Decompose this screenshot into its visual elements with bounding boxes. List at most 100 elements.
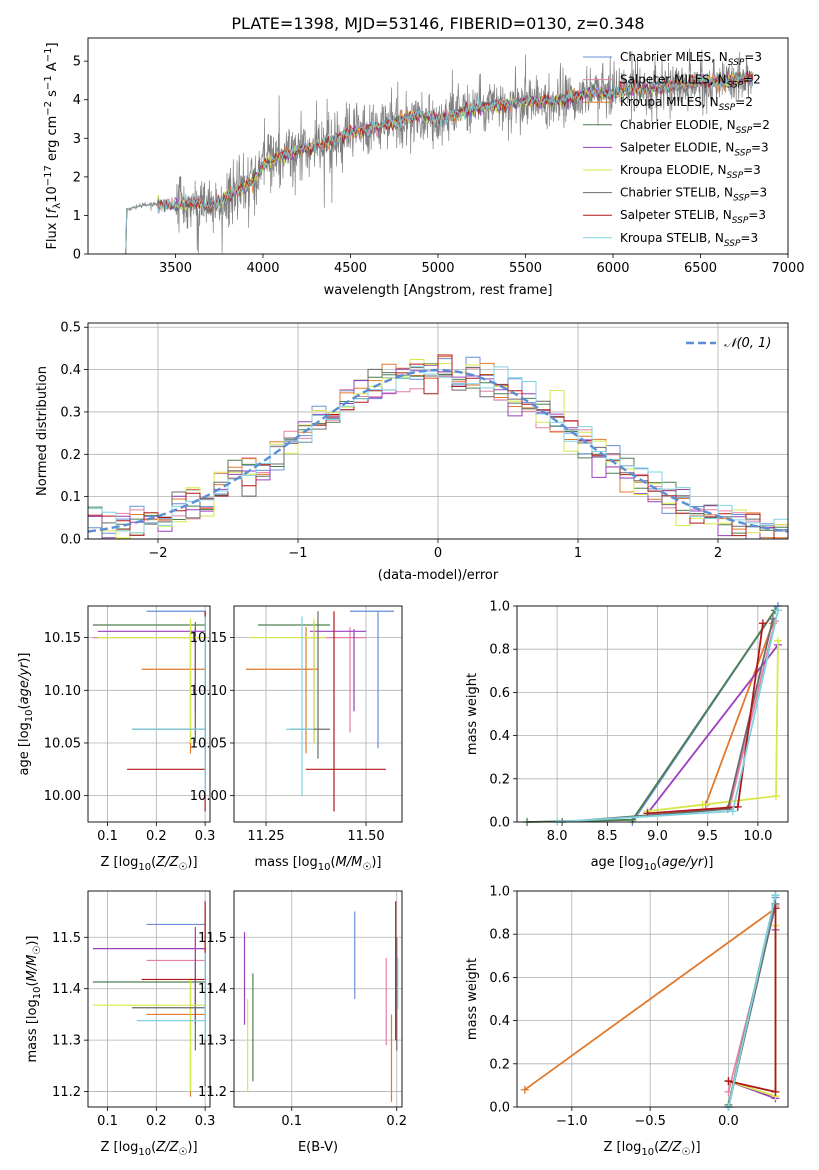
y-tick-label: 0.4 [60, 363, 81, 378]
age_vs_Z-frame [87, 605, 211, 823]
x-tick-label: −1 [288, 546, 307, 561]
spectrum-xlabel: wavelength [Angstrom, rest frame] [324, 283, 553, 298]
y-tick-label: 0.4 [489, 1014, 510, 1029]
y-tick-label: 10.10 [190, 684, 227, 699]
y-tick-label: 11.5 [198, 931, 227, 946]
x-tick-label: 8.5 [597, 829, 618, 844]
age_vs_mass-axes: 11.25 11.50 10.00 10.05 10.10 10.15 [190, 606, 402, 844]
mass_weight_vs_age-axes: 8.0 8.5 9.0 9.5 10.0 0.0 0.2 0.4 0.6 0.8 1.0 [489, 600, 788, 844]
x-tick-label: 0.1 [281, 1114, 302, 1129]
series-line-kroupa_miles [524, 907, 777, 1091]
y-tick-label: 11.2 [198, 1085, 227, 1100]
mass_vs_ebv-frame [233, 890, 403, 1108]
age_vs_Z-points [92, 610, 206, 812]
y-tick-label: 0.6 [489, 686, 510, 701]
y-tick-label: 10.10 [44, 684, 81, 699]
residuals-frame [87, 322, 789, 540]
x-tick-label: 0 [434, 546, 442, 561]
x-tick-label: −1.0 [556, 1114, 588, 1129]
spectrum-model-group [124, 69, 754, 254]
legend-label: Chabrier STELIB, NSSP=3 [620, 186, 767, 204]
x-tick-label: 0.1 [97, 1114, 118, 1129]
y-tick-label: 0.8 [489, 643, 510, 658]
y-tick-label: 0.0 [60, 533, 81, 548]
mass-weight-vs-age-xlabel: age [log10(age/yr)] [591, 855, 714, 873]
series-marker-salpeter_stelib [733, 802, 742, 811]
legend-label: Chabrier ELODIE, NSSP=2 [620, 118, 770, 136]
legend-label: 𝒩(0, 1) [724, 336, 771, 351]
y-tick-label: 11.2 [52, 1085, 81, 1100]
residuals-legend: 𝒩(0, 1) [686, 336, 771, 351]
spectrum-legend: Chabrier MILES, NSSP=3 Salpeter MILES, NS… [583, 50, 770, 249]
x-tick-label: 3500 [159, 261, 192, 276]
mass-vs-ebv-xlabel: E(B-V) [298, 1140, 338, 1155]
mass_vs_Z-frame [87, 890, 211, 1108]
series-marker-kroupa_stelib [773, 606, 782, 615]
y-tick-label: 0.6 [489, 971, 510, 986]
y-tick-label: 11.5 [52, 931, 81, 946]
mass-weight-vs-age-ylabel: mass weight [465, 673, 480, 755]
series-marker-kroupa_elodie [773, 636, 782, 645]
x-tick-label: 5000 [421, 261, 454, 276]
y-tick-label: 11.3 [52, 1034, 81, 1049]
x-tick-label: 0.3 [195, 829, 216, 844]
y-tick-label: 0 [73, 248, 81, 263]
y-tick-label: 2 [73, 170, 81, 185]
series-marker-kroupa_elodie [698, 800, 707, 809]
y-tick-label: 10.05 [44, 736, 81, 751]
y-tick-label: 5 [73, 55, 81, 70]
mass-weight-vs-Z-ylabel: mass weight [465, 958, 480, 1040]
y-tick-label: 0.1 [60, 490, 81, 505]
series-line-salpeter_stelib [647, 623, 764, 815]
x-tick-label: 4500 [334, 261, 367, 276]
gaussian-curve [88, 368, 788, 533]
legend-label: Kroupa ELODIE, NSSP=3 [620, 163, 761, 181]
residuals-hist-group [88, 354, 788, 539]
x-tick-label: 0.2 [146, 1114, 167, 1129]
x-tick-label: 0.3 [195, 1114, 216, 1129]
age_vs_mass-points [246, 610, 394, 812]
y-tick-label: 10.00 [190, 789, 227, 804]
y-tick-label: 1 [73, 209, 81, 224]
mass_weight_vs_Z-frame [516, 890, 789, 1108]
series-line-kroupa_miles [704, 622, 774, 806]
y-tick-label: 0.2 [60, 448, 81, 463]
figure-title: PLATE=1398, MJD=53146, FIBERID=0130, z=0… [231, 14, 644, 33]
y-tick-label: 3 [73, 132, 81, 147]
y-tick-label: 11.4 [52, 982, 81, 997]
y-tick-label: 0.3 [60, 405, 81, 420]
x-tick-label: 4000 [246, 261, 279, 276]
x-tick-label: 8.0 [547, 829, 568, 844]
x-tick-label: 0.2 [386, 1114, 407, 1129]
series-marker-kroupa_stelib [728, 807, 737, 816]
y-tick-label: 0.0 [489, 1101, 510, 1116]
series-line-kroupa_stelib [727, 895, 777, 1108]
series-marker-kroupa_miles [520, 1085, 529, 1094]
x-tick-label: 6000 [596, 261, 629, 276]
age-vs-mass-xlabel: mass [log10(M/M☉)] [255, 855, 382, 873]
x-tick-label: −2 [148, 546, 167, 561]
spectrum-axes: 3500 4000 4500 5000 5500 6000 6500 7000 0 1 2 3 4 5 [73, 55, 805, 276]
y-tick-label: 11.3 [198, 1034, 227, 1049]
legend-label: Kroupa MILES, NSSP=2 [620, 95, 753, 113]
x-tick-label: 9.0 [647, 829, 668, 844]
mass_weight_vs_age-series [523, 602, 782, 826]
series-marker-salpeter_stelib [724, 1077, 733, 1086]
spectrum-data-group [124, 48, 754, 254]
x-tick-label: 0.2 [146, 829, 167, 844]
y-tick-label: 0.4 [489, 729, 510, 744]
legend-label: Salpeter STELIB, NSSP=3 [620, 208, 766, 226]
y-tick-label: 10.00 [44, 789, 81, 804]
age-vs-Z-ylabel: age [log10(age/yr)] [17, 653, 35, 776]
y-tick-label: 1.0 [489, 600, 510, 615]
legend-label: Chabrier MILES, NSSP=3 [620, 50, 762, 68]
y-tick-label: 0.2 [489, 1057, 510, 1072]
x-tick-label: 1 [574, 546, 582, 561]
series-line-kroupa_stelib [557, 610, 779, 823]
age-vs-Z-xlabel: Z [log10(Z/Z☉)] [100, 855, 197, 873]
y-tick-label: 11.4 [198, 982, 227, 997]
x-tick-label: 5500 [509, 261, 542, 276]
series-marker-salpeter_stelib [771, 1087, 780, 1096]
residuals-xlabel: (data-model)/error [378, 568, 499, 583]
